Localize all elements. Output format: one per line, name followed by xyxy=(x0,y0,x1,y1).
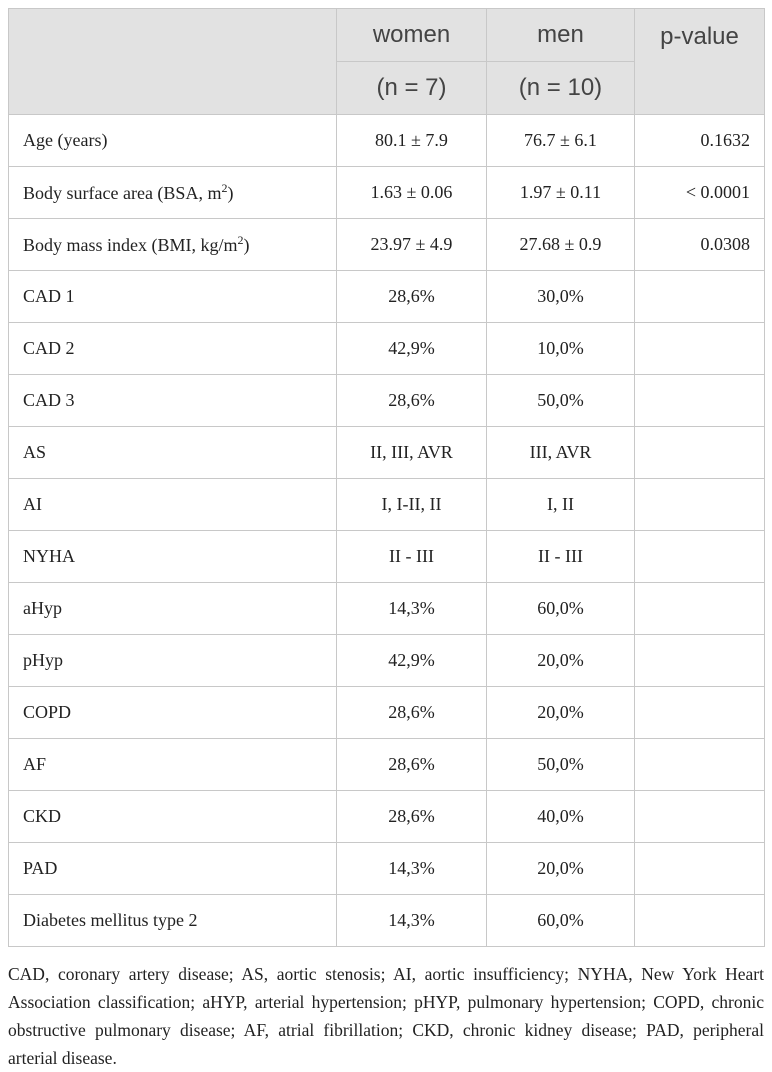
table-cell: I, I-II, II xyxy=(336,478,487,531)
table-cell: 42,9% xyxy=(336,634,487,687)
table-cell: Body mass index (BMI, kg/m2) xyxy=(8,218,337,271)
table-cell: I, II xyxy=(486,478,635,531)
table-cell: 42,9% xyxy=(336,322,487,375)
cell-text: ) xyxy=(227,183,234,203)
table-cell: AI xyxy=(8,478,337,531)
superscript: 2 xyxy=(237,233,244,247)
table-cell: COPD xyxy=(8,686,337,739)
superscript: 2 xyxy=(221,181,228,195)
table-cell: CAD 2 xyxy=(8,322,337,375)
table-cell: 28,6% xyxy=(336,738,487,791)
table-row: Body surface area (BSA, m2) 1.63 ± 0.06 1.… xyxy=(8,166,765,219)
header-cell xyxy=(8,8,337,115)
table-cell: 28,6% xyxy=(336,374,487,427)
table-cell: AF xyxy=(8,738,337,791)
table-body: Age (years) 80.1 ± 7.9 76.7 ± 6.1 0.1632 Bod… xyxy=(8,114,765,947)
cell-text: ) xyxy=(243,235,250,255)
header-cell: men xyxy=(486,8,635,62)
table-cell: II - III xyxy=(336,530,487,583)
table-cell: CAD 3 xyxy=(8,374,337,427)
table-row: CAD 3 28,6% 50,0% xyxy=(8,374,765,427)
table-cell xyxy=(634,790,765,843)
table-cell xyxy=(634,842,765,895)
table-cell: II - III xyxy=(486,530,635,583)
table-cell: 0.0308 xyxy=(634,218,765,271)
table-row: AF 28,6% 50,0% xyxy=(8,738,765,791)
table-cell: 60,0% xyxy=(486,582,635,635)
table-row: pHyp 42,9% 20,0% xyxy=(8,634,765,687)
table-header: women men p-value (n = 7) (n = 10) xyxy=(8,8,765,115)
table-cell: Body surface area (BSA, m2) xyxy=(8,166,337,219)
table-cell: 60,0% xyxy=(486,894,635,947)
table-cell: CKD xyxy=(8,790,337,843)
table-cell: III, AVR xyxy=(486,426,635,479)
header-cell: (n = 10) xyxy=(486,61,635,115)
table-cell: 50,0% xyxy=(486,374,635,427)
table-cell: 1.63 ± 0.06 xyxy=(336,166,487,219)
table-cell: 76.7 ± 6.1 xyxy=(486,114,635,167)
header-cell: women xyxy=(336,8,487,62)
table-cell: 28,6% xyxy=(336,686,487,739)
table-cell: 1.97 ± 0.11 xyxy=(486,166,635,219)
table-row: Diabetes mellitus type 2 14,3% 60,0% xyxy=(8,894,765,947)
table-cell xyxy=(634,894,765,947)
table-cell: 28,6% xyxy=(336,790,487,843)
table-row: COPD 28,6% 20,0% xyxy=(8,686,765,739)
table-row: AI I, I-II, II I, II xyxy=(8,478,765,531)
table-cell: PAD xyxy=(8,842,337,895)
table-cell xyxy=(634,374,765,427)
table-cell: 80.1 ± 7.9 xyxy=(336,114,487,167)
table-cell: 14,3% xyxy=(336,582,487,635)
cell-text: Body surface area (BSA, m xyxy=(23,183,222,203)
table-cell: 23.97 ± 4.9 xyxy=(336,218,487,271)
table-cell: aHyp xyxy=(8,582,337,635)
header-cell: p-value xyxy=(634,8,765,115)
table-row: NYHA II - III II - III xyxy=(8,530,765,583)
table-cell: 40,0% xyxy=(486,790,635,843)
table-cell: pHyp xyxy=(8,634,337,687)
table-row: CKD 28,6% 40,0% xyxy=(8,790,765,843)
table-cell: 20,0% xyxy=(486,686,635,739)
table-cell: 0.1632 xyxy=(634,114,765,167)
table-cell: 20,0% xyxy=(486,842,635,895)
table-cell xyxy=(634,426,765,479)
table-row: CAD 1 28,6% 30,0% xyxy=(8,270,765,323)
table-cell: 10,0% xyxy=(486,322,635,375)
table-cell: CAD 1 xyxy=(8,270,337,323)
table-cell: 27.68 ± 0.9 xyxy=(486,218,635,271)
table-cell xyxy=(634,582,765,635)
header-cell: (n = 7) xyxy=(336,61,487,115)
table-cell xyxy=(634,686,765,739)
table-row: CAD 2 42,9% 10,0% xyxy=(8,322,765,375)
table-cell xyxy=(634,738,765,791)
table-cell: < 0.0001 xyxy=(634,166,765,219)
cell-text: Body mass index (BMI, kg/m xyxy=(23,235,238,255)
footnote: CAD, coronary artery disease; AS, aortic… xyxy=(8,964,764,1068)
table-cell xyxy=(634,478,765,531)
table-cell: NYHA xyxy=(8,530,337,583)
table-cell: 30,0% xyxy=(486,270,635,323)
table-cell: 20,0% xyxy=(486,634,635,687)
table-row: AS II, III, AVR III, AVR xyxy=(8,426,765,479)
table-cell xyxy=(634,530,765,583)
table-cell xyxy=(634,270,765,323)
table-cell: 14,3% xyxy=(336,842,487,895)
table-cell xyxy=(634,322,765,375)
table-cell: 28,6% xyxy=(336,270,487,323)
data-table: women men p-value (n = 7) (n = 10) Age (… xyxy=(8,8,765,947)
table-row: Age (years) 80.1 ± 7.9 76.7 ± 6.1 0.1632 xyxy=(8,114,765,167)
table-cell xyxy=(634,634,765,687)
table-cell: II, III, AVR xyxy=(336,426,487,479)
table-row: Body mass index (BMI, kg/m2) 23.97 ± 4.9 2… xyxy=(8,218,765,271)
table-cell: 50,0% xyxy=(486,738,635,791)
table-cell: 14,3% xyxy=(336,894,487,947)
table-cell: AS xyxy=(8,426,337,479)
table-row: aHyp 14,3% 60,0% xyxy=(8,582,765,635)
table-cell: Diabetes mellitus type 2 xyxy=(8,894,337,947)
table-cell: Age (years) xyxy=(8,114,337,167)
table-row: PAD 14,3% 20,0% xyxy=(8,842,765,895)
